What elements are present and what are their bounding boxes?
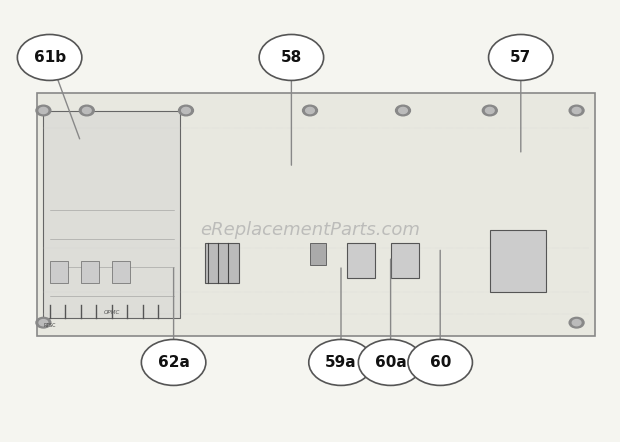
FancyBboxPatch shape: [310, 243, 326, 265]
FancyBboxPatch shape: [50, 261, 68, 283]
FancyBboxPatch shape: [347, 243, 375, 278]
FancyBboxPatch shape: [81, 261, 99, 283]
Circle shape: [182, 107, 190, 114]
Text: 58: 58: [281, 50, 302, 65]
Circle shape: [179, 105, 193, 116]
Circle shape: [489, 34, 553, 80]
Text: 59a: 59a: [325, 355, 357, 370]
FancyBboxPatch shape: [37, 93, 595, 336]
Circle shape: [482, 105, 497, 116]
Text: 60a: 60a: [374, 355, 407, 370]
Text: 57: 57: [510, 50, 531, 65]
Circle shape: [39, 320, 48, 326]
Circle shape: [569, 317, 584, 328]
Circle shape: [485, 107, 494, 114]
FancyBboxPatch shape: [112, 261, 130, 283]
Circle shape: [141, 339, 206, 385]
FancyBboxPatch shape: [205, 243, 239, 283]
Text: eReplacementParts.com: eReplacementParts.com: [200, 221, 420, 239]
FancyBboxPatch shape: [391, 243, 419, 278]
Text: RTSC: RTSC: [43, 323, 56, 328]
Text: OPMC: OPMC: [104, 310, 120, 315]
Text: 62a: 62a: [157, 355, 190, 370]
Circle shape: [309, 339, 373, 385]
Circle shape: [572, 320, 581, 326]
Text: 61b: 61b: [33, 50, 66, 65]
Circle shape: [17, 34, 82, 80]
Circle shape: [303, 105, 317, 116]
Circle shape: [306, 107, 314, 114]
Circle shape: [82, 107, 91, 114]
Circle shape: [259, 34, 324, 80]
Circle shape: [396, 105, 410, 116]
Circle shape: [399, 107, 407, 114]
Circle shape: [36, 317, 51, 328]
Circle shape: [79, 105, 94, 116]
Text: 60: 60: [430, 355, 451, 370]
Circle shape: [569, 105, 584, 116]
FancyBboxPatch shape: [43, 110, 180, 318]
Circle shape: [572, 107, 581, 114]
Circle shape: [36, 105, 51, 116]
Circle shape: [358, 339, 423, 385]
Circle shape: [408, 339, 472, 385]
Circle shape: [39, 107, 48, 114]
FancyBboxPatch shape: [490, 230, 546, 292]
